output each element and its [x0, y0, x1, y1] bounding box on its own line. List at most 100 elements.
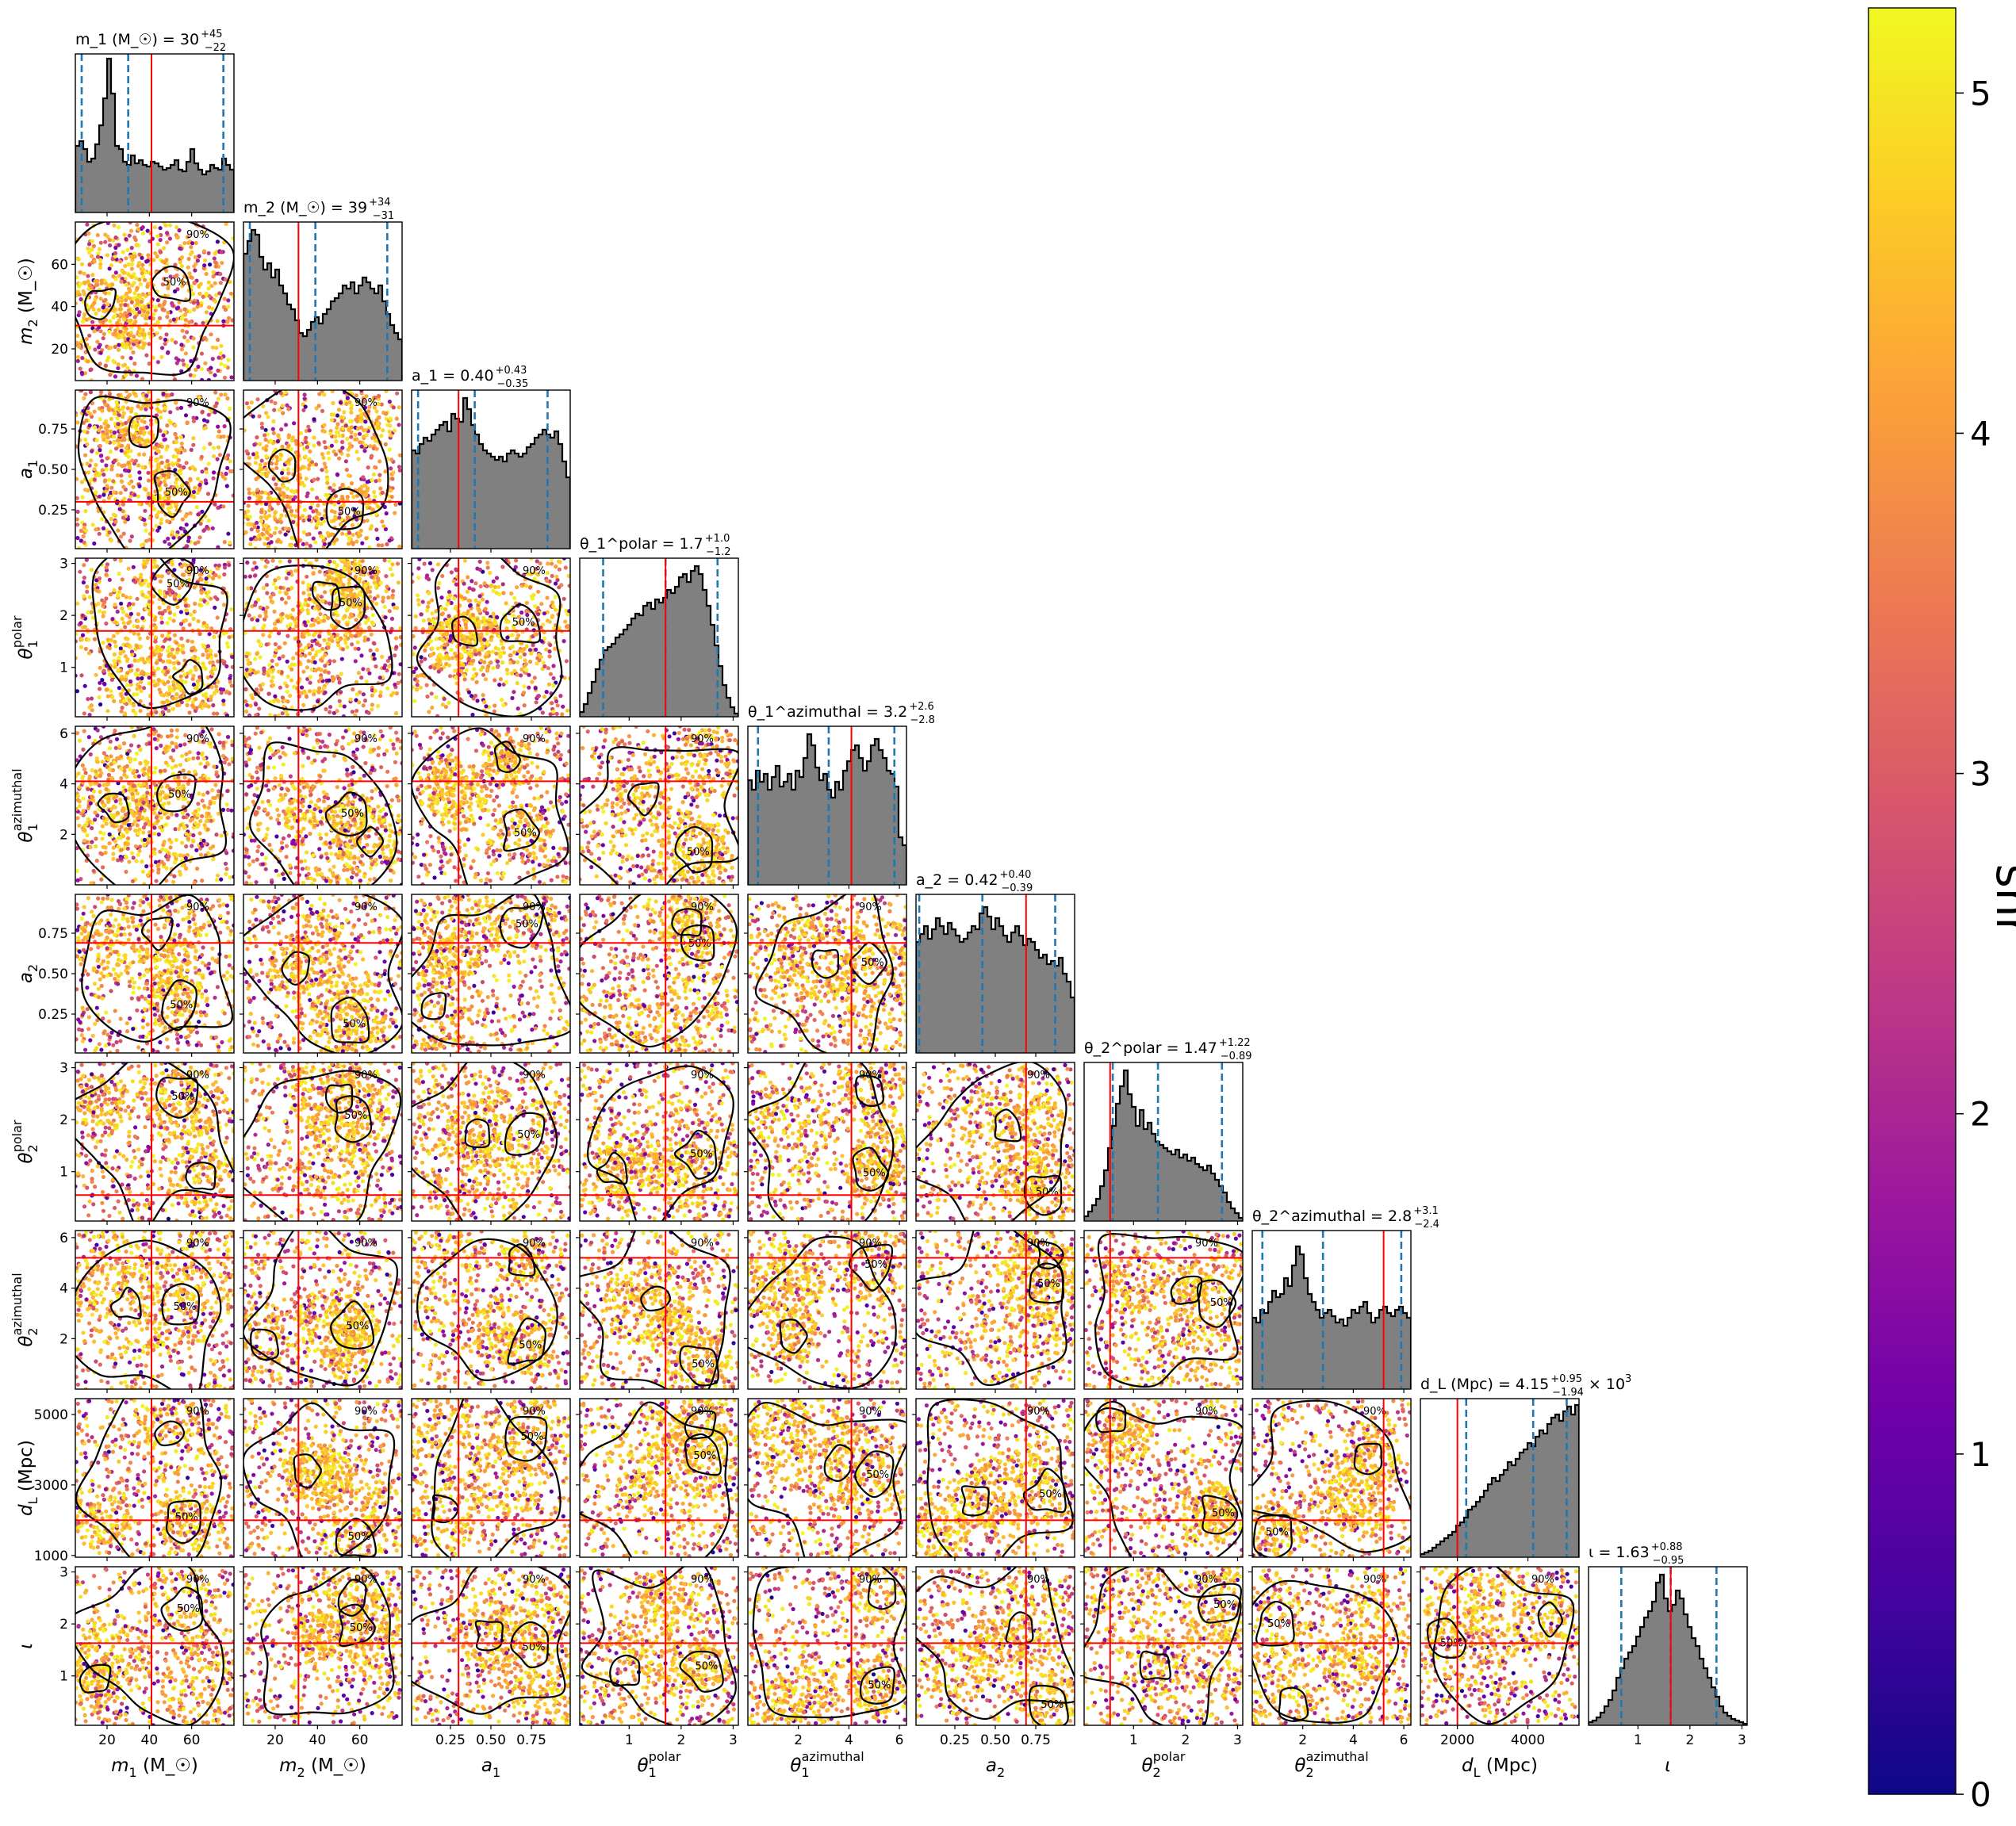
- sample-point: [218, 351, 223, 356]
- sample-point: [285, 503, 289, 508]
- sample-point: [254, 713, 259, 717]
- hist-bar: [259, 257, 264, 381]
- hist-panel-a1: a_1 = 0.40 +0.43 −0.35: [411, 365, 571, 553]
- sample-point: [339, 657, 344, 661]
- sample-point: [167, 616, 172, 621]
- sample-point: [328, 559, 332, 564]
- sample-point: [266, 415, 270, 419]
- sample-point: [112, 434, 117, 439]
- hist-bar: [550, 438, 555, 549]
- sample-point: [306, 424, 311, 429]
- sample-point: [393, 682, 397, 687]
- scatter-points: [239, 390, 402, 549]
- sample-point: [128, 465, 132, 469]
- sample-point: [332, 482, 336, 488]
- sample-point: [117, 586, 123, 591]
- sample-point: [505, 672, 510, 676]
- sample-point: [151, 312, 156, 316]
- sample-point: [128, 392, 132, 397]
- sample-point: [187, 622, 192, 627]
- sample-point: [351, 541, 355, 546]
- hist-bar: [499, 457, 504, 549]
- sample-point: [125, 314, 129, 319]
- sample-point: [142, 686, 147, 691]
- sample-point: [142, 335, 147, 340]
- sample-point: [324, 469, 329, 474]
- sample-point: [168, 410, 173, 415]
- sample-point: [390, 595, 395, 600]
- sample-point: [257, 414, 262, 419]
- sample-point: [334, 577, 339, 582]
- sample-point: [134, 423, 140, 428]
- sample-point: [105, 484, 109, 488]
- sample-point: [323, 590, 328, 595]
- sample-point: [107, 577, 112, 583]
- sample-point: [305, 532, 309, 537]
- sample-point: [192, 264, 197, 269]
- sample-point: [140, 419, 144, 423]
- sample-point: [177, 594, 182, 599]
- y-tick-label: 40: [51, 300, 68, 316]
- sample-point: [146, 478, 151, 483]
- sample-point: [352, 558, 357, 562]
- sample-point: [120, 443, 125, 448]
- sample-point: [500, 565, 505, 569]
- sample-point: [123, 263, 128, 268]
- sample-point: [339, 672, 343, 676]
- sample-point: [86, 279, 90, 284]
- sample-point: [83, 453, 88, 457]
- sample-point: [132, 272, 136, 277]
- sample-point: [545, 571, 550, 576]
- sample-point: [374, 418, 379, 423]
- sample-point: [239, 523, 243, 526]
- sample-point: [347, 530, 352, 535]
- sample-point: [244, 709, 249, 714]
- sample-point: [120, 343, 125, 347]
- hist-bar: [390, 325, 395, 381]
- sample-point: [187, 572, 192, 576]
- sample-point: [155, 242, 160, 247]
- sample-point: [533, 686, 538, 691]
- sample-point: [286, 699, 290, 704]
- sample-point: [307, 457, 312, 462]
- sample-point: [136, 261, 142, 266]
- hist-bar: [339, 293, 343, 381]
- sample-point: [249, 527, 254, 532]
- sample-point: [259, 519, 264, 524]
- sample-point: [185, 544, 190, 549]
- histogram-m1: [75, 54, 234, 212]
- sample-point: [111, 331, 116, 337]
- sample-point: [276, 714, 281, 717]
- sample-point: [482, 581, 487, 586]
- sample-point: [119, 279, 124, 284]
- sample-point: [293, 568, 298, 573]
- sample-point: [370, 613, 375, 618]
- sample-point: [167, 637, 172, 641]
- panel-frame: [243, 557, 403, 718]
- sample-point: [90, 304, 94, 308]
- sample-point: [305, 603, 310, 608]
- sample-point: [286, 407, 291, 412]
- sample-point: [121, 515, 125, 520]
- sample-point: [255, 435, 259, 440]
- sample-point: [329, 443, 334, 448]
- sample-point: [154, 304, 159, 310]
- sample-point: [105, 694, 110, 699]
- sample-point: [167, 236, 172, 241]
- sample-point: [137, 333, 142, 338]
- sample-point: [228, 679, 232, 684]
- sample-point: [334, 430, 339, 434]
- sample-point: [374, 446, 379, 451]
- sample-point: [166, 536, 171, 542]
- hist-bar: [295, 320, 300, 381]
- sample-point: [92, 329, 97, 334]
- sample-point: [347, 542, 351, 546]
- sample-point: [412, 580, 415, 584]
- sample-point: [339, 690, 343, 695]
- sample-point: [355, 568, 360, 572]
- sample-point: [193, 686, 197, 691]
- sample-point: [84, 337, 89, 342]
- sample-point: [355, 553, 359, 557]
- sample-point: [304, 440, 309, 445]
- sample-point: [98, 702, 103, 707]
